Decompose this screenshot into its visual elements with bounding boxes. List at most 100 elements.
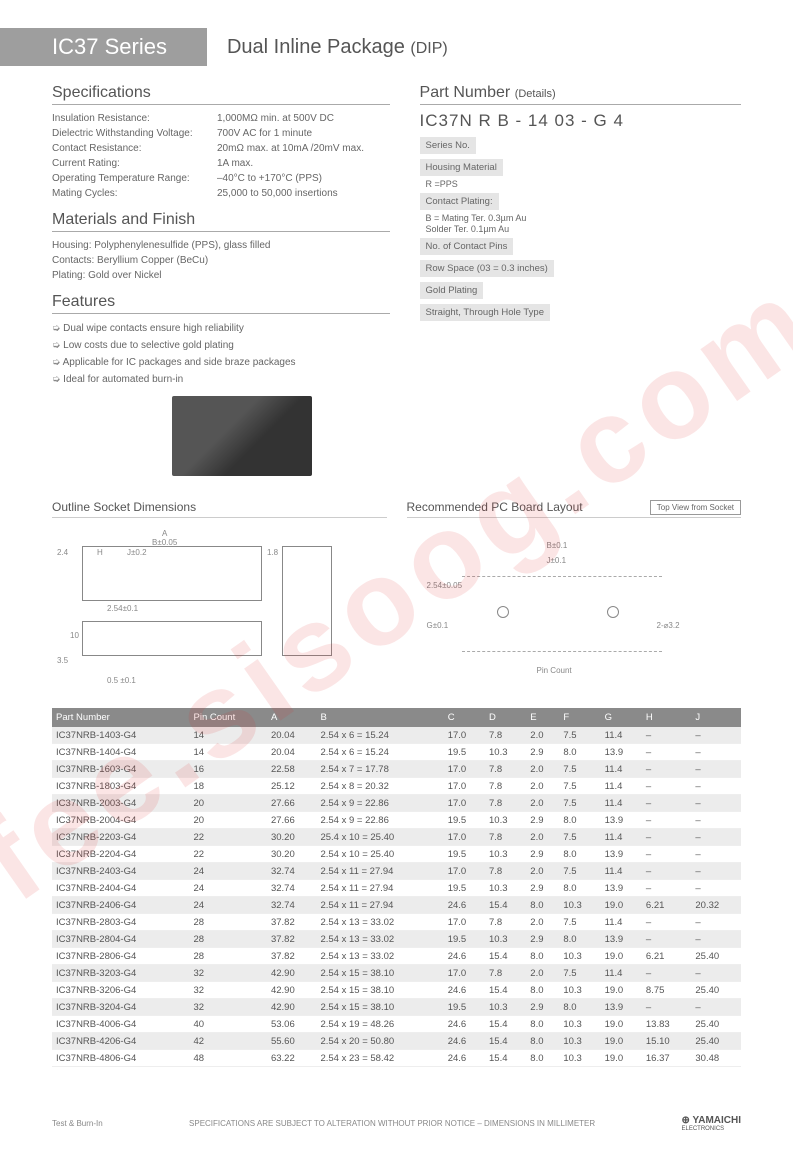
partnumber-labels: Series No.Housing MaterialR =PPSContact … <box>420 137 741 324</box>
feature-item: Applicable for IC packages and side braz… <box>52 354 390 371</box>
table-cell: IC37NRB-1603-G4 <box>52 761 190 778</box>
table-cell: 7.8 <box>485 761 526 778</box>
table-cell: 8.0 <box>526 948 559 965</box>
table-cell: 14 <box>190 744 267 761</box>
table-cell: 30.20 <box>267 846 317 863</box>
table-cell: – <box>642 778 692 795</box>
table-cell: 11.4 <box>601 965 642 982</box>
table-cell: 37.82 <box>267 948 317 965</box>
table-cell: 18 <box>190 778 267 795</box>
table-cell: 22.58 <box>267 761 317 778</box>
dim-label-18: 1.8 <box>267 548 278 557</box>
table-cell: – <box>691 778 741 795</box>
table-cell: IC37NRB-2806-G4 <box>52 948 190 965</box>
table-cell: 7.5 <box>559 965 600 982</box>
table-cell: – <box>642 965 692 982</box>
table-row: IC37NRB-4206-G44255.602.54 x 20 = 50.802… <box>52 1033 741 1050</box>
table-cell: 2.54 x 11 = 27.94 <box>316 880 443 897</box>
package-title-text: Dual Inline Package <box>227 36 405 58</box>
table-cell: 32 <box>190 965 267 982</box>
table-row: IC37NRB-2204-G42230.202.54 x 10 = 25.401… <box>52 846 741 863</box>
material-row: Housing: Polyphenylenesulfide (PPS), gla… <box>52 238 390 253</box>
table-cell: – <box>642 931 692 948</box>
table-header: Part Number <box>52 708 190 727</box>
table-cell: 25.40 <box>691 1033 741 1050</box>
table-cell: – <box>691 914 741 931</box>
table-cell: 7.8 <box>485 778 526 795</box>
outline-dimensions-title: Outline Socket Dimensions <box>52 500 387 518</box>
table-row: IC37NRB-4806-G44863.222.54 x 23 = 58.422… <box>52 1050 741 1067</box>
table-header: J <box>691 708 741 727</box>
table-cell: IC37NRB-2403-G4 <box>52 863 190 880</box>
table-cell: 2.54 x 11 = 27.94 <box>316 897 443 914</box>
partnumber-label-box: Contact Plating: <box>420 193 499 210</box>
footer-left: Test & Burn-In <box>52 1119 103 1128</box>
table-cell: 28 <box>190 948 267 965</box>
table-cell: 2.9 <box>526 744 559 761</box>
table-cell: IC37NRB-4206-G4 <box>52 1033 190 1050</box>
spec-value: 25,000 to 50,000 insertions <box>217 186 390 201</box>
table-cell: 8.0 <box>559 931 600 948</box>
table-cell: IC37NRB-3206-G4 <box>52 982 190 999</box>
table-cell: – <box>691 727 741 744</box>
table-cell: – <box>642 812 692 829</box>
table-header: Pin Count <box>190 708 267 727</box>
table-cell: 42.90 <box>267 982 317 999</box>
table-cell: 8.0 <box>526 897 559 914</box>
table-cell: IC37NRB-2803-G4 <box>52 914 190 931</box>
table-cell: 22 <box>190 846 267 863</box>
table-cell: 8.75 <box>642 982 692 999</box>
table-cell: 17.0 <box>444 761 485 778</box>
table-cell: IC37NRB-3203-G4 <box>52 965 190 982</box>
table-row: IC37NRB-3203-G43242.902.54 x 15 = 38.101… <box>52 965 741 982</box>
dim-label-j: J±0.2 <box>127 548 147 557</box>
table-cell: IC37NRB-2804-G4 <box>52 931 190 948</box>
table-cell: 2.54 x 13 = 33.02 <box>316 931 443 948</box>
table-cell: 11.4 <box>601 761 642 778</box>
table-cell: 24.6 <box>444 982 485 999</box>
table-cell: IC37NRB-1404-G4 <box>52 744 190 761</box>
header-bar: IC37 Series Dual Inline Package (DIP) <box>0 28 793 66</box>
table-cell: 48 <box>190 1050 267 1067</box>
table-cell: 11.4 <box>601 727 642 744</box>
spec-value: –40°C to +170°C (PPS) <box>217 171 390 186</box>
table-cell: 19.5 <box>444 931 485 948</box>
table-cell: 20 <box>190 795 267 812</box>
table-cell: 20.04 <box>267 727 317 744</box>
table-cell: 19.0 <box>601 1033 642 1050</box>
table-cell: 2.9 <box>526 846 559 863</box>
table-cell: – <box>642 863 692 880</box>
table-cell: 25.4 x 10 = 25.40 <box>316 829 443 846</box>
table-cell: IC37NRB-4806-G4 <box>52 1050 190 1067</box>
dim-label-35: 3.5 <box>57 656 68 665</box>
spec-row: Dielectric Withstanding Voltage:700V AC … <box>52 126 390 141</box>
table-cell: 2.54 x 6 = 15.24 <box>316 727 443 744</box>
table-cell: 2.9 <box>526 999 559 1016</box>
table-cell: – <box>642 999 692 1016</box>
table-row: IC37NRB-2406-G42432.742.54 x 11 = 27.942… <box>52 897 741 914</box>
table-cell: 2.54 x 20 = 50.80 <box>316 1033 443 1050</box>
table-cell: IC37NRB-1403-G4 <box>52 727 190 744</box>
table-header: H <box>642 708 692 727</box>
table-cell: 2.0 <box>526 727 559 744</box>
table-cell: 16.37 <box>642 1050 692 1067</box>
table-cell: 19.5 <box>444 999 485 1016</box>
table-cell: 10.3 <box>559 1016 600 1033</box>
table-cell: 42.90 <box>267 965 317 982</box>
table-cell: 7.8 <box>485 863 526 880</box>
pcb-pin-count: Pin Count <box>537 666 572 675</box>
table-cell: – <box>691 863 741 880</box>
spec-label: Contact Resistance: <box>52 141 217 156</box>
table-cell: 42.90 <box>267 999 317 1016</box>
table-cell: 24 <box>190 880 267 897</box>
table-cell: 19.0 <box>601 948 642 965</box>
table-cell: 11.4 <box>601 863 642 880</box>
table-cell: 11.4 <box>601 914 642 931</box>
pcb-layout-title: Recommended PC Board Layout Top View fro… <box>407 500 742 518</box>
table-cell: 2.54 x 7 = 17.78 <box>316 761 443 778</box>
table-cell: 32 <box>190 999 267 1016</box>
table-cell: 13.83 <box>642 1016 692 1033</box>
table-cell: – <box>691 931 741 948</box>
table-cell: 17.0 <box>444 727 485 744</box>
table-cell: IC37NRB-2203-G4 <box>52 829 190 846</box>
